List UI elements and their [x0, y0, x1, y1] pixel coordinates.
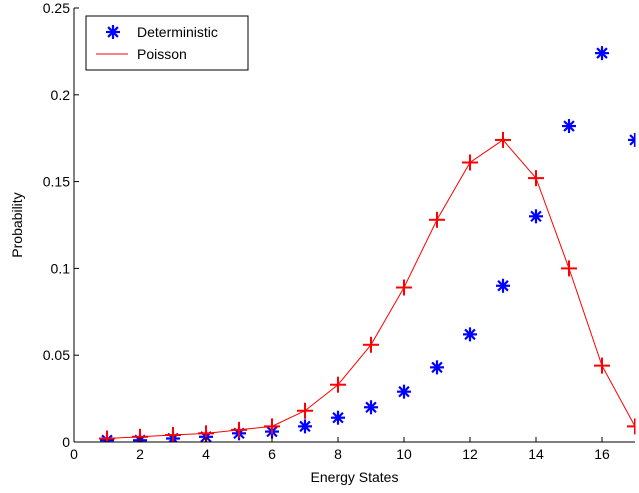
y-axis-label: Probability	[9, 192, 25, 257]
data-point-deterministic	[430, 360, 444, 374]
legend-marker-deterministic	[106, 25, 120, 39]
data-point-deterministic	[562, 119, 576, 133]
x-tick-label: 6	[268, 446, 276, 462]
x-tick-label: 2	[136, 446, 144, 462]
x-tick-label: 14	[528, 446, 544, 462]
x-tick-label: 12	[462, 446, 478, 462]
legend: Deterministic Poisson	[86, 16, 248, 70]
data-point-deterministic	[496, 279, 510, 293]
y-tick-label: 0.05	[43, 347, 70, 363]
y-tick-label: 0.25	[43, 0, 70, 16]
data-point-deterministic	[364, 400, 378, 414]
x-tick-label: 4	[202, 446, 210, 462]
x-tick-label: 10	[396, 446, 412, 462]
x-axis-label: Energy States	[311, 469, 399, 485]
legend-label-deterministic: Deterministic	[137, 24, 218, 40]
y-tick-label: 0.2	[51, 87, 71, 103]
plot-area	[74, 8, 635, 442]
y-tick-label: 0.15	[43, 174, 70, 190]
y-tick-label: 0.1	[51, 260, 71, 276]
data-point-deterministic	[529, 209, 543, 223]
y-tick-label: 0	[62, 434, 70, 450]
x-tick-label: 16	[594, 446, 610, 462]
legend-label-poisson: Poisson	[137, 46, 187, 62]
x-tick-label: 0	[70, 446, 78, 462]
data-point-deterministic	[397, 385, 411, 399]
data-point-deterministic	[463, 327, 477, 341]
data-point-deterministic	[298, 419, 312, 433]
data-point-deterministic	[331, 411, 345, 425]
x-tick-label: 8	[334, 446, 342, 462]
data-point-deterministic	[595, 46, 609, 60]
